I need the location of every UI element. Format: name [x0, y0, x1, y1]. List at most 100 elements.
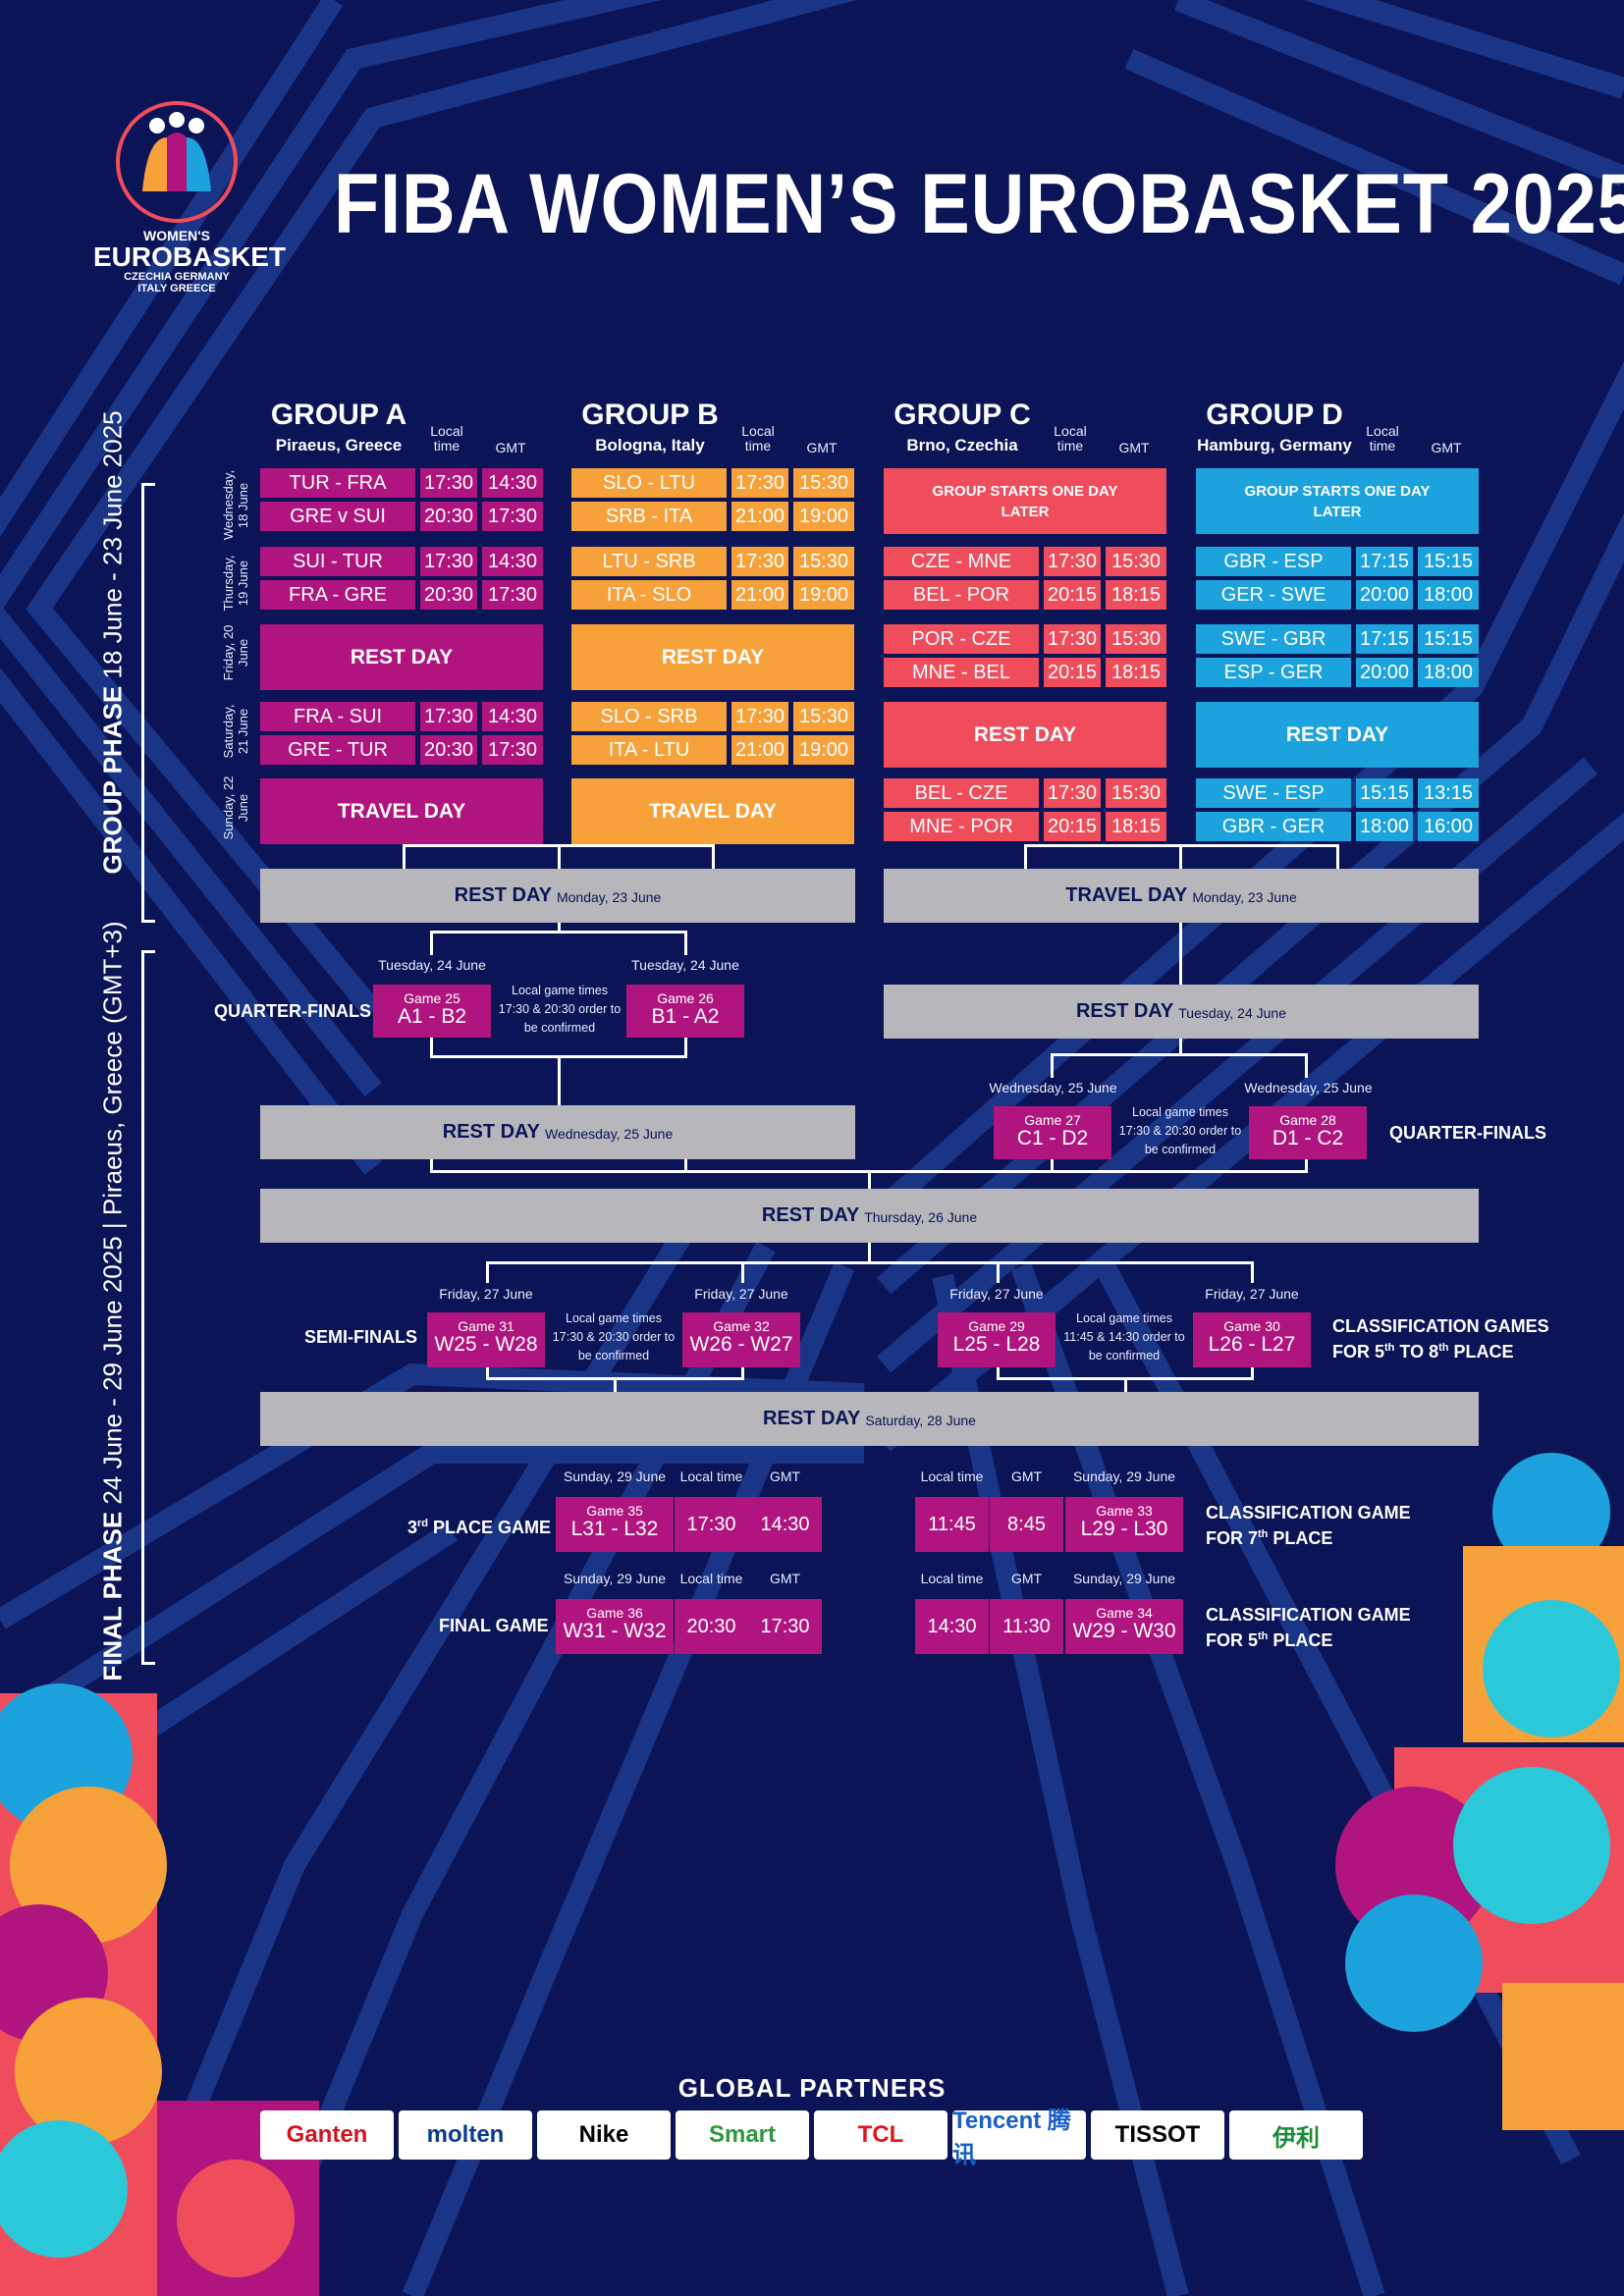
group-d-fri-local-0: 17:15: [1356, 624, 1413, 654]
final-date: Sunday, 29 June: [563, 1571, 667, 1586]
group-b-fri-block: REST DAY: [571, 624, 854, 690]
group-c-thu-gmt-1: 18:15: [1106, 580, 1166, 610]
logo-emblem-icon: [116, 101, 238, 223]
game-32[interactable]: Game 32 W26 - W27: [682, 1312, 800, 1367]
connector-line: [997, 1261, 1000, 1283]
sf-note: Local game times 17:30 & 20:30 order to …: [552, 1311, 676, 1362]
group-d-thu-match-1[interactable]: GER - SWE: [1196, 580, 1351, 610]
connector-line: [486, 1261, 1254, 1264]
group-c-thu-match-1[interactable]: BEL - POR: [884, 580, 1039, 610]
qf1-note: Local game times 17:30 & 20:30 order to …: [498, 984, 622, 1035]
connector-line: [1124, 1377, 1127, 1392]
final-game[interactable]: Game 36 W31 - W32: [556, 1599, 674, 1654]
partner-logo-3: Smart: [676, 2110, 809, 2160]
group-c-thu-match-0[interactable]: CZE - MNE: [884, 547, 1039, 576]
group-d-sun-match-0[interactable]: SWE - ESP: [1196, 778, 1351, 808]
connector-line: [486, 1261, 489, 1283]
group-a-local-header: Local time: [430, 423, 463, 454]
group-b-sat-gmt-1: 19:00: [793, 735, 854, 765]
group-c-local-header: Local time: [1054, 423, 1087, 454]
connector-line: [430, 931, 687, 934]
final-phase-label: FINAL PHASE 24 June - 29 June 2025 | Pir…: [97, 921, 128, 1682]
group-a-sat-match-0[interactable]: FRA - SUI: [260, 702, 415, 731]
group-phase-label: GROUP PHASE 18 June - 23 June 2025: [97, 410, 128, 875]
group-c-fri-local-0: 17:30: [1044, 624, 1101, 654]
group-d-thu-match-0[interactable]: GBR - ESP: [1196, 547, 1351, 576]
group-b-wed-match-0[interactable]: SLO - LTU: [571, 468, 727, 498]
group-a-thu-match-0[interactable]: SUI - TUR: [260, 547, 415, 576]
group-d-sun-match-1[interactable]: GBR - GER: [1196, 812, 1351, 841]
group-d-sun-local-0: 15:15: [1356, 778, 1413, 808]
group-a-wed-match-0[interactable]: TUR - FRA: [260, 468, 415, 498]
connector-line: [684, 1038, 687, 1057]
group-b-sat-local-1: 21:00: [731, 735, 788, 765]
group-b-wed-local-0: 17:30: [731, 468, 788, 498]
group-b-thu-local-1: 21:00: [731, 580, 788, 610]
group-a-wed-local-1: 20:30: [420, 502, 477, 531]
group-b-wed-match-1[interactable]: SRB - ITA: [571, 502, 727, 531]
fifth-game-match: W29 - W30: [1072, 1620, 1176, 1642]
third-date: Sunday, 29 June: [563, 1468, 667, 1484]
group-b-sun-block: TRAVEL DAY: [571, 778, 854, 844]
final-local-time: 20:30: [675, 1599, 748, 1654]
partner-logo-4: TCL: [814, 2110, 947, 2160]
group-a-sat-gmt-0: 14:30: [482, 702, 543, 731]
game-31[interactable]: Game 31 W25 - W28: [427, 1312, 545, 1367]
group-c-sun-match-1[interactable]: MNE - POR: [884, 812, 1039, 841]
group-a-city: Piraeus, Greece: [275, 436, 403, 454]
third-game[interactable]: Game 35 L31 - L32: [556, 1497, 674, 1552]
group-a-gmt-header: GMT: [495, 440, 526, 455]
seventh-local-header: Local time: [920, 1468, 984, 1484]
group-b-sat-match-0[interactable]: SLO - SRB: [571, 702, 727, 731]
connector-line: [684, 1159, 687, 1172]
day-label-thu: Thursday, 19 June: [221, 555, 250, 612]
group-c-sun-match-0[interactable]: BEL - CZE: [884, 778, 1039, 808]
fifth-place-label: CLASSIFICATION GAME FOR 5th PLACE: [1206, 1605, 1411, 1650]
group-d-gmt-header: GMT: [1431, 440, 1462, 455]
group-b-thu-match-0[interactable]: LTU - SRB: [571, 547, 727, 576]
seventh-game[interactable]: Game 33 L29 - L30: [1065, 1497, 1183, 1552]
connector-line: [486, 1367, 489, 1379]
g28-date: Wednesday, 25 June: [1244, 1080, 1373, 1095]
group-a-wed-match-1[interactable]: GRE v SUI: [260, 502, 415, 531]
game-26[interactable]: Game 26 B1 - A2: [626, 985, 744, 1038]
third-local-header: Local time: [679, 1468, 743, 1484]
group-c-fri-match-1[interactable]: MNE - BEL: [884, 658, 1039, 687]
game-25[interactable]: Game 25 A1 - B2: [373, 985, 491, 1038]
partner-logo-6: TISSOT: [1091, 2110, 1224, 2160]
game-29[interactable]: Game 29 L25 - L28: [938, 1312, 1056, 1367]
group-a-thu-gmt-0: 14:30: [482, 547, 543, 576]
rest-day-bar-all-sat: REST DAY Saturday, 28 June: [260, 1392, 1479, 1446]
connector-line: [1179, 1039, 1182, 1055]
group-d-fri-match-1[interactable]: ESP - GER: [1196, 658, 1351, 687]
game-30[interactable]: Game 30 L26 - L27: [1193, 1312, 1311, 1367]
logo-hosts-1: CZECHIA GERMANY: [124, 271, 230, 283]
group-a-thu-match-1[interactable]: FRA - GRE: [260, 580, 415, 610]
game-28[interactable]: Game 28 D1 - C2: [1249, 1106, 1367, 1159]
sf-label: SEMI-FINALS: [304, 1327, 417, 1347]
group-b-thu-gmt-1: 19:00: [793, 580, 854, 610]
cls-label: CLASSIFICATION GAMES FOR 5th TO 8th PLAC…: [1332, 1316, 1549, 1362]
connector-line: [1305, 1053, 1308, 1078]
fifth-gmt-header: GMT: [1010, 1571, 1043, 1586]
group-a-wed-gmt-0: 14:30: [482, 468, 543, 498]
group-c-thu-local-1: 20:15: [1044, 580, 1101, 610]
group-c-fri-match-0[interactable]: POR - CZE: [884, 624, 1039, 654]
partner-logo-2: Nike: [537, 2110, 671, 2160]
fifth-gmt-time: 11:30: [990, 1599, 1063, 1654]
third-local-time: 17:30: [675, 1497, 748, 1552]
group-a-sat-match-1[interactable]: GRE - TUR: [260, 735, 415, 765]
fifth-local-time: 14:30: [915, 1599, 989, 1654]
qf1-label: QUARTER-FINALS: [214, 1001, 371, 1021]
connector-line: [1179, 844, 1182, 869]
game-27[interactable]: Game 27 C1 - D2: [994, 1106, 1111, 1159]
partner-logo-5: Tencent 腾讯: [952, 2108, 1086, 2168]
group-b-wed-local-1: 21:00: [731, 502, 788, 531]
g26-date: Tuesday, 24 June: [631, 957, 739, 973]
group-d-fri-match-0[interactable]: SWE - GBR: [1196, 624, 1351, 654]
fifth-game[interactable]: Game 34 W29 - W30: [1065, 1599, 1183, 1654]
group-b-thu-match-1[interactable]: ITA - SLO: [571, 580, 727, 610]
group-b-sat-match-1[interactable]: ITA - LTU: [571, 735, 727, 765]
group-a-thu-local-0: 17:30: [420, 547, 477, 576]
group-a-sat-local-0: 17:30: [420, 702, 477, 731]
